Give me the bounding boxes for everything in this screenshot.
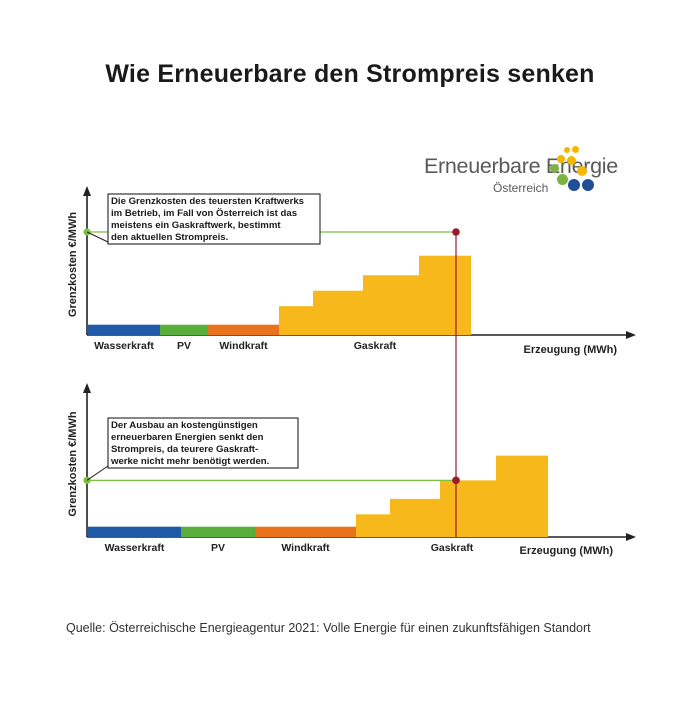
page-title: Wie Erneuerbare den Strompreis senken bbox=[105, 60, 595, 88]
category-label: Gaskraft bbox=[431, 542, 474, 554]
category-label: Windkraft bbox=[219, 340, 268, 352]
x-axis-label: Erzeugung (MWh) bbox=[520, 545, 614, 557]
category-label: Windkraft bbox=[281, 542, 330, 554]
annotation-text: meistens ein Gaskraftwerk, bestimmt bbox=[111, 220, 281, 231]
x-axis-label: Erzeugung (MWh) bbox=[524, 344, 618, 356]
logo-dot bbox=[577, 166, 587, 176]
annotation-text: werke nicht mehr benötigt werden. bbox=[110, 456, 269, 467]
annotation-text: den aktuellen Strompreis. bbox=[111, 232, 228, 243]
bar-gaskraft bbox=[440, 480, 496, 537]
logo-dot bbox=[564, 147, 570, 153]
logo-subtitle: Österreich bbox=[493, 181, 549, 195]
logo-dot bbox=[557, 155, 565, 163]
annotation-text: im Betrieb, im Fall von Österreich ist d… bbox=[111, 208, 297, 219]
bar-wasserkraft bbox=[88, 526, 181, 537]
bar-gaskraft bbox=[313, 290, 363, 335]
logo-dot bbox=[567, 156, 576, 165]
logo-dot bbox=[582, 179, 594, 191]
y-axis-label: Grenzkosten €/MWh bbox=[67, 411, 79, 516]
logo-dot bbox=[568, 179, 580, 191]
bar-gaskraft bbox=[390, 498, 440, 537]
annotation-text: Strompreis, da teurere Gaskraft- bbox=[111, 444, 258, 455]
price-marker bbox=[452, 228, 460, 236]
category-label: Wasserkraft bbox=[105, 542, 165, 554]
annotation-box bbox=[107, 193, 321, 245]
annotation-box bbox=[107, 417, 299, 469]
category-label: Gaskraft bbox=[354, 340, 397, 352]
annotation-text: Die Grenzkosten des teuersten Kraftwerks bbox=[111, 196, 304, 207]
bar-pv bbox=[181, 526, 255, 537]
y-axis-arrow bbox=[83, 186, 91, 196]
price-marker bbox=[452, 476, 460, 485]
bar-gaskraft bbox=[363, 275, 419, 335]
bar-pv bbox=[160, 324, 208, 335]
bar-gaskraft bbox=[419, 255, 471, 335]
annotation-text: Der Ausbau an kostengünstigen bbox=[111, 420, 258, 431]
bar-windkraft bbox=[208, 324, 279, 335]
logo-dot bbox=[557, 174, 568, 185]
bar-wasserkraft bbox=[88, 324, 160, 335]
y-axis-arrow bbox=[83, 383, 91, 393]
category-label: PV bbox=[211, 542, 225, 554]
annotation-leader bbox=[86, 231, 109, 243]
bar-gaskraft bbox=[279, 306, 313, 335]
x-axis-arrow bbox=[626, 331, 636, 339]
category-label: PV bbox=[177, 340, 191, 352]
annotation-text: erneuerbaren Energien senkt den bbox=[111, 432, 264, 443]
source-note: Quelle: Österreichische Energieagentur 2… bbox=[66, 621, 591, 635]
x-axis-arrow bbox=[626, 533, 636, 541]
bar-gaskraft bbox=[496, 455, 548, 537]
bar-windkraft bbox=[255, 526, 356, 537]
logo-dot bbox=[550, 164, 559, 173]
logo-dot bbox=[572, 146, 579, 153]
category-label: Wasserkraft bbox=[94, 340, 154, 352]
y-axis-label: Grenzkosten €/MWh bbox=[67, 212, 79, 317]
logo: Erneuerbare Energie Österreich bbox=[424, 143, 654, 203]
bar-gaskraft bbox=[356, 514, 390, 537]
annotation-leader bbox=[86, 465, 109, 481]
